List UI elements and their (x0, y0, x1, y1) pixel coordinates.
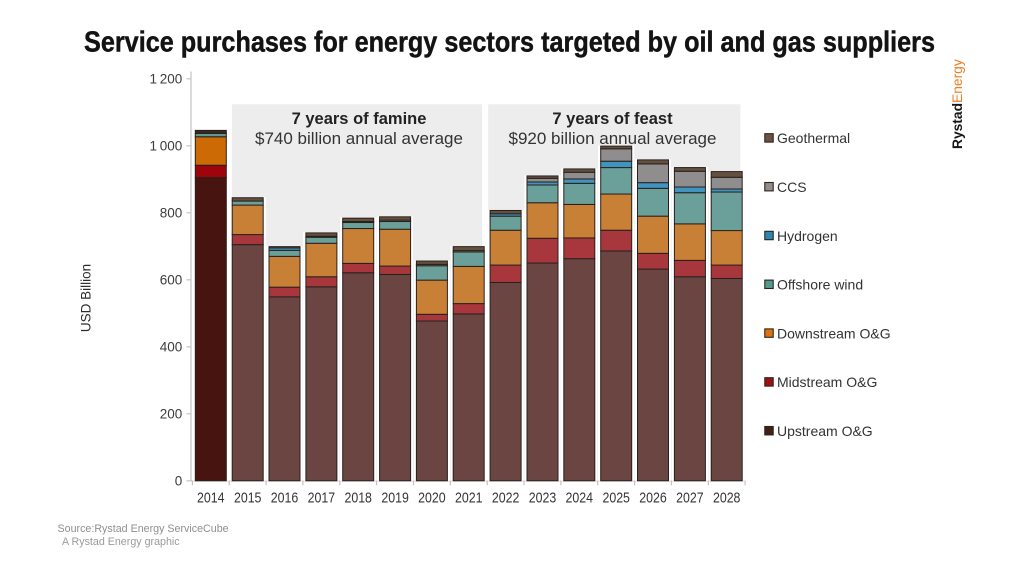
svg-text:2023: 2023 (529, 491, 557, 507)
svg-text:2020: 2020 (418, 491, 446, 507)
svg-text:2014: 2014 (197, 491, 225, 507)
svg-text:2017: 2017 (308, 491, 336, 507)
svg-text:$920 billion annual average: $920 billion annual average (509, 129, 717, 148)
svg-text:Source:Rystad Energy ServiceCu: Source:Rystad Energy ServiceCube (58, 523, 229, 535)
svg-text:2026: 2026 (639, 491, 667, 507)
svg-text:7 years of famine: 7 years of famine (292, 110, 427, 128)
svg-text:A Rystad Energy graphic: A Rystad Energy graphic (62, 536, 180, 548)
svg-text:2021: 2021 (455, 491, 483, 507)
svg-text:2015: 2015 (234, 491, 262, 507)
svg-text:2016: 2016 (271, 491, 299, 507)
svg-text:2018: 2018 (344, 491, 372, 507)
svg-text:Service purchases for energy s: Service purchases for energy sectors tar… (84, 27, 935, 59)
svg-text:2025: 2025 (602, 491, 630, 507)
svg-text:USD Billion: USD Billion (79, 264, 94, 332)
svg-text:CCS: CCS (777, 179, 807, 195)
svg-text:400: 400 (160, 340, 183, 355)
svg-text:800: 800 (160, 206, 183, 221)
svg-text:1 000: 1 000 (150, 139, 183, 154)
svg-text:2028: 2028 (713, 491, 741, 507)
svg-text:2024: 2024 (566, 491, 594, 507)
svg-text:600: 600 (160, 273, 183, 288)
svg-text:Downstream O&G: Downstream O&G (777, 325, 891, 341)
svg-text:Offshore wind: Offshore wind (777, 277, 863, 293)
svg-text:2022: 2022 (492, 491, 520, 507)
svg-text:2027: 2027 (676, 491, 704, 507)
svg-text:Hydrogen: Hydrogen (777, 228, 838, 244)
svg-text:2019: 2019 (381, 491, 409, 507)
svg-text:1 200: 1 200 (150, 72, 183, 87)
svg-text:Midstream O&G: Midstream O&G (777, 374, 877, 390)
svg-text:7 years of feast: 7 years of feast (552, 110, 673, 128)
svg-text:Geothermal: Geothermal (777, 130, 850, 146)
svg-text:200: 200 (160, 407, 183, 422)
svg-text:$740 billion annual average: $740 billion annual average (255, 129, 463, 148)
svg-text:RystadEnergy: RystadEnergy (950, 59, 965, 149)
svg-text:Upstream O&G: Upstream O&G (777, 423, 873, 439)
svg-text:0: 0 (175, 474, 183, 489)
